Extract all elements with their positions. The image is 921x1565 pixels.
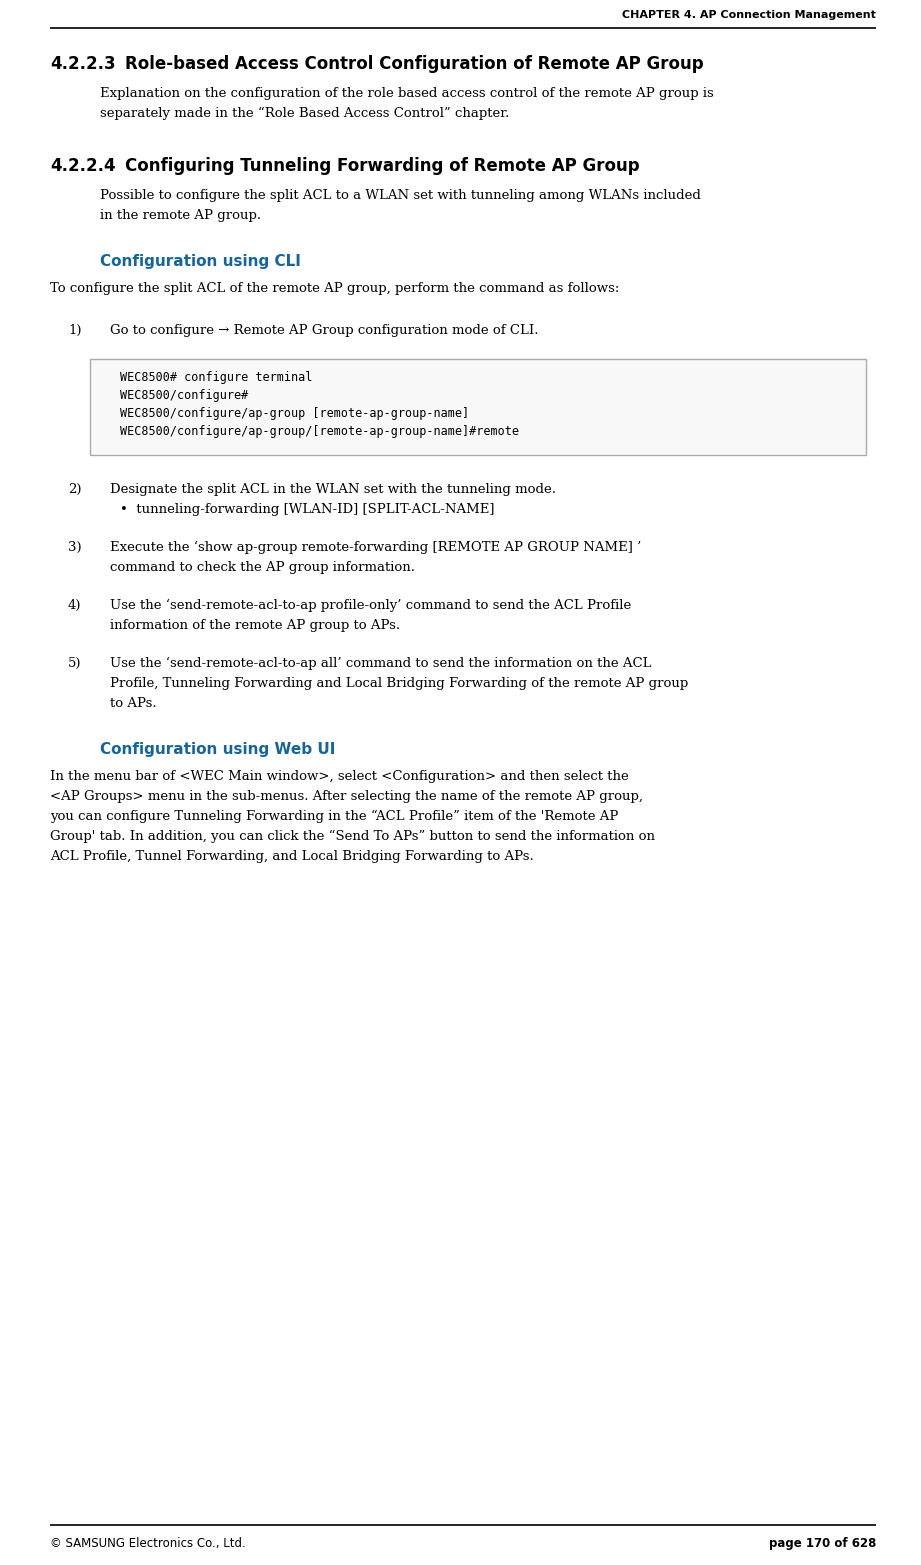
- Text: ACL Profile, Tunnel Forwarding, and Local Bridging Forwarding to APs.: ACL Profile, Tunnel Forwarding, and Loca…: [50, 850, 534, 862]
- Text: Role-based Access Control Configuration of Remote AP Group: Role-based Access Control Configuration …: [125, 55, 704, 74]
- Text: In the menu bar of <WEC Main window>, select <Configuration> and then select the: In the menu bar of <WEC Main window>, se…: [50, 770, 629, 782]
- Text: 2): 2): [68, 484, 81, 496]
- Text: command to check the AP group information.: command to check the AP group informatio…: [110, 560, 415, 574]
- Text: Use the ‘send-remote-acl-to-ap profile-only’ command to send the ACL Profile: Use the ‘send-remote-acl-to-ap profile-o…: [110, 599, 631, 612]
- Text: 4.2.2.4: 4.2.2.4: [50, 156, 116, 175]
- Text: information of the remote AP group to APs.: information of the remote AP group to AP…: [110, 620, 400, 632]
- Text: Configuration using CLI: Configuration using CLI: [100, 254, 301, 269]
- Text: Profile, Tunneling Forwarding and Local Bridging Forwarding of the remote AP gro: Profile, Tunneling Forwarding and Local …: [110, 678, 688, 690]
- Text: To configure the split ACL of the remote AP group, perform the command as follow: To configure the split ACL of the remote…: [50, 282, 620, 294]
- Text: Configuring Tunneling Forwarding of Remote AP Group: Configuring Tunneling Forwarding of Remo…: [125, 156, 639, 175]
- Text: in the remote AP group.: in the remote AP group.: [100, 210, 262, 222]
- Bar: [90, 358, 866, 455]
- Text: Configuration using Web UI: Configuration using Web UI: [100, 742, 335, 757]
- Text: Execute the ‘show ap-group remote-forwarding [REMOTE AP GROUP NAME] ’: Execute the ‘show ap-group remote-forwar…: [110, 541, 641, 554]
- Text: Group' tab. In addition, you can click the “Send To APs” button to send the info: Group' tab. In addition, you can click t…: [50, 829, 655, 844]
- Text: Designate the split ACL in the WLAN set with the tunneling mode.: Designate the split ACL in the WLAN set …: [110, 484, 556, 496]
- Text: Go to configure → Remote AP Group configuration mode of CLI.: Go to configure → Remote AP Group config…: [110, 324, 539, 336]
- Text: 4): 4): [68, 599, 81, 612]
- Text: Use the ‘send-remote-acl-to-ap all’ command to send the information on the ACL: Use the ‘send-remote-acl-to-ap all’ comm…: [110, 657, 651, 670]
- Text: 1): 1): [68, 324, 81, 336]
- Text: © SAMSUNG Electronics Co., Ltd.: © SAMSUNG Electronics Co., Ltd.: [50, 1537, 246, 1549]
- Text: WEC8500/configure/ap-group/[remote-ap-group-name]#remote: WEC8500/configure/ap-group/[remote-ap-gr…: [120, 426, 519, 438]
- Text: <AP Groups> menu in the sub-menus. After selecting the name of the remote AP gro: <AP Groups> menu in the sub-menus. After…: [50, 790, 643, 803]
- Text: Explanation on the configuration of the role based access control of the remote : Explanation on the configuration of the …: [100, 88, 714, 100]
- Text: Possible to configure the split ACL to a WLAN set with tunneling among WLANs inc: Possible to configure the split ACL to a…: [100, 189, 701, 202]
- Text: CHAPTER 4. AP Connection Management: CHAPTER 4. AP Connection Management: [622, 9, 876, 20]
- Text: to APs.: to APs.: [110, 696, 157, 711]
- Text: separately made in the “Role Based Access Control” chapter.: separately made in the “Role Based Acces…: [100, 106, 509, 121]
- Text: 4.2.2.3: 4.2.2.3: [50, 55, 116, 74]
- Text: 3): 3): [68, 541, 82, 554]
- Text: WEC8500/configure/ap-group [remote-ap-group-name]: WEC8500/configure/ap-group [remote-ap-gr…: [120, 407, 469, 419]
- Text: 5): 5): [68, 657, 81, 670]
- Text: WEC8500# configure terminal: WEC8500# configure terminal: [120, 371, 312, 383]
- Text: you can configure Tunneling Forwarding in the “ACL Profile” item of the 'Remote : you can configure Tunneling Forwarding i…: [50, 811, 618, 823]
- Text: •  tunneling-forwarding [WLAN-ID] [SPLIT-ACL-NAME]: • tunneling-forwarding [WLAN-ID] [SPLIT-…: [120, 502, 495, 516]
- Text: WEC8500/configure#: WEC8500/configure#: [120, 390, 249, 402]
- Text: page 170 of 628: page 170 of 628: [769, 1537, 876, 1549]
